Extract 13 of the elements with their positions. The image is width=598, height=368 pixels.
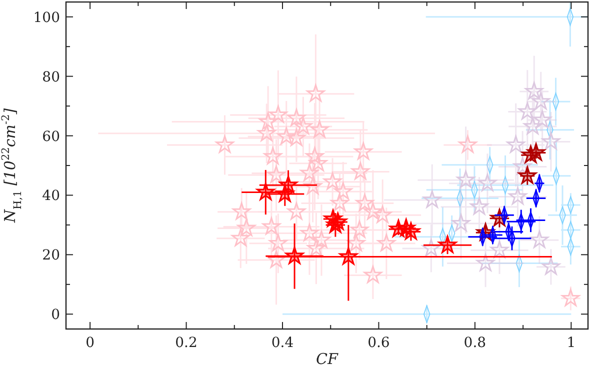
y-tick-label: 100 <box>33 10 60 26</box>
y-tick-label: 20 <box>42 248 60 264</box>
y-tick-label: 80 <box>42 69 60 86</box>
y-tick-label: 60 <box>42 128 60 145</box>
x-tick-label: 0.6 <box>368 335 390 351</box>
y-tick-label: 40 <box>42 188 60 204</box>
x-tick-label: 0.4 <box>271 335 294 351</box>
x-tick-label: 0.8 <box>464 335 486 351</box>
x-tick-label: 0.2 <box>175 335 198 351</box>
y-tick-label: 0 <box>51 307 60 324</box>
x-tick-label: 0 <box>86 335 95 351</box>
x-axis-title: CF <box>316 350 339 368</box>
x-tick-label: 1 <box>566 335 576 351</box>
